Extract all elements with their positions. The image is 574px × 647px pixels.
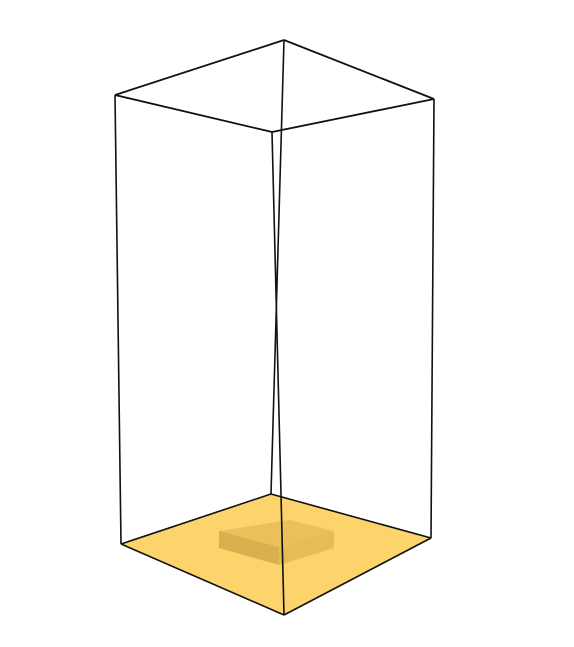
top-edge-right-back xyxy=(283,39,435,100)
bottom-edge-front-left xyxy=(120,543,285,616)
top-edge-left-back xyxy=(114,39,285,96)
block-side-face xyxy=(279,531,334,565)
bottom-edge-front-right xyxy=(283,537,432,616)
right-vertical-edge xyxy=(430,98,435,539)
front-vertical-edge xyxy=(271,131,285,616)
bottom-edge-left-back xyxy=(120,493,272,545)
top-edge-front-right xyxy=(271,98,435,133)
top-edge-front-left xyxy=(114,94,273,133)
left-vertical-edge xyxy=(114,94,122,545)
back-vertical-edge xyxy=(270,39,285,495)
block-top-face xyxy=(219,520,334,547)
block-front-face xyxy=(219,531,279,565)
bottom-edge-right-back xyxy=(270,493,432,539)
